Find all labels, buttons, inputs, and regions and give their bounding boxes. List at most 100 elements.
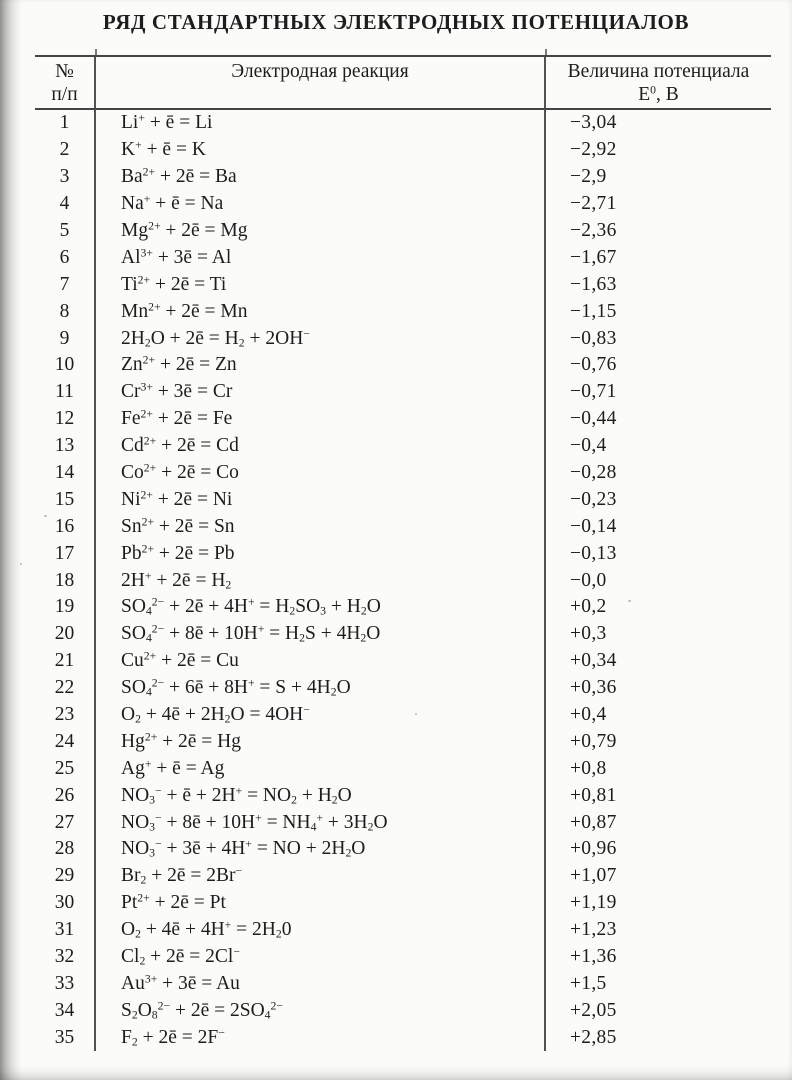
row-number: 24 xyxy=(54,730,75,752)
row-potential: +1,19 xyxy=(544,889,771,917)
row-potential: +1,07 xyxy=(544,862,771,890)
row-reaction: Zn2+ + 2ē = Zn xyxy=(94,352,545,379)
row-reaction: Sn2+ + 2ē = Sn xyxy=(94,513,545,541)
row-number: 29 xyxy=(54,865,75,887)
row-potential: −2,9 xyxy=(544,163,771,191)
row-reaction: Cl2 + 2ē = 2Cl− xyxy=(94,943,545,971)
row-number: 12 xyxy=(54,408,75,430)
row-potential: −0,13 xyxy=(544,540,771,568)
row-reaction: Ti2+ + 2ē = Ti xyxy=(94,271,545,299)
row-reaction: Mn2+ + 2ē = Mn xyxy=(94,298,545,326)
row-number: 7 xyxy=(59,273,70,295)
row-number: 17 xyxy=(54,542,75,564)
row-number: 11 xyxy=(55,381,74,403)
table-row: 3 Ba2+ + 2ē = Ba −2,9 xyxy=(35,163,771,191)
table-row: 16 Sn2+ + 2ē = Sn −0,14 xyxy=(35,513,771,541)
header-reaction: Электродная реакция xyxy=(94,55,545,110)
row-number: 27 xyxy=(54,811,75,833)
potentials-table: № п/п Электродная реакция Величина потен… xyxy=(35,49,771,1052)
row-number: 21 xyxy=(54,650,75,672)
row-potential: +2,05 xyxy=(544,997,771,1025)
table-row: 1 Li+ + ē = Li −3,04 xyxy=(35,109,771,137)
table-row: 12 Fe2+ + 2ē = Fe −0,44 xyxy=(35,405,771,433)
row-potential: −0,14 xyxy=(544,513,771,541)
row-potential: −3,04 xyxy=(544,109,771,137)
row-reaction: Fe2+ + 2ē = Fe xyxy=(94,405,545,433)
row-potential: −2,71 xyxy=(544,190,771,218)
row-potential: −0,28 xyxy=(544,459,771,487)
header-num-line1: № xyxy=(55,61,74,82)
row-number: 8 xyxy=(59,300,70,322)
table-row: 9 2H2O + 2ē = H2 + 2OH− −0,83 xyxy=(35,325,771,353)
row-potential: −1,15 xyxy=(544,298,771,326)
row-reaction: F2 + 2ē = 2F− xyxy=(94,1024,545,1052)
row-number: 34 xyxy=(54,999,75,1021)
row-potential: +0,87 xyxy=(544,809,771,837)
row-reaction: NO3− + 8ē + 10H+ = NH4+ + 3H2O xyxy=(94,809,545,837)
row-potential: +0,81 xyxy=(544,782,771,810)
table-row: 6 Al3+ + 3ē = Al −1,67 xyxy=(35,244,771,272)
row-reaction: Ba2+ + 2ē = Ba xyxy=(94,163,545,191)
row-potential: +0,2 xyxy=(544,594,771,621)
table-row: 4 Na+ + ē = Na −2,71 xyxy=(35,190,771,218)
row-potential: +0,3 xyxy=(544,620,771,648)
row-number: 4 xyxy=(59,193,70,215)
table-row: 23 O2 + 4ē + 2H2O = 4OH− +0,4 xyxy=(35,701,771,729)
row-number: 20 xyxy=(54,623,75,645)
row-number: 1 xyxy=(59,112,70,134)
row-potential: +0,34 xyxy=(544,647,771,675)
row-potential: +1,5 xyxy=(544,970,771,998)
row-reaction: Ag+ + ē = Ag xyxy=(94,755,545,783)
table-row: 26 NO3− + ē + 2H+ = NO2 + H2O +0,81 xyxy=(35,782,771,810)
row-reaction: Al3+ + 3ē = Al xyxy=(94,244,545,272)
row-potential: −0,76 xyxy=(544,352,771,379)
row-number: 35 xyxy=(54,1026,75,1048)
table-body: 1 Li+ + ē = Li −3,04 2 K+ + ē = K −2,92 … xyxy=(35,109,771,1052)
header-num: № п/п xyxy=(35,55,95,110)
table-row: 8 Mn2+ + 2ē = Mn −1,15 xyxy=(35,298,771,326)
table-row: 13 Cd2+ + 2ē = Cd −0,4 xyxy=(35,432,771,460)
table-row: 2 K+ + ē = K −2,92 xyxy=(35,136,771,164)
row-reaction: O2 + 4ē + 4H+ = 2H20 xyxy=(94,916,545,944)
row-reaction: 2H2O + 2ē = H2 + 2OH− xyxy=(94,325,545,353)
row-number: 5 xyxy=(59,220,70,241)
table-row: 28 NO3− + 3ē + 4H+ = NO + 2H2O +0,96 xyxy=(35,836,771,863)
column-separator-tick xyxy=(545,49,547,55)
row-number: 9 xyxy=(59,327,70,349)
row-potential: +1,36 xyxy=(544,943,771,971)
scan-speck xyxy=(20,563,22,565)
table-row: 18 2H+ + 2ē = H2 −0,0 xyxy=(35,567,771,595)
table-row: 30 Pt2+ + 2ē = Pt +1,19 xyxy=(35,889,771,917)
table-row: 22 SO42− + 6ē + 8H+ = S + 4H2O +0,36 xyxy=(35,674,771,702)
row-reaction: Cd2+ + 2ē = Cd xyxy=(94,432,545,460)
row-reaction: NO3− + ē + 2H+ = NO2 + H2O xyxy=(94,782,545,810)
row-number: 32 xyxy=(54,946,75,968)
table-row: 25 Ag+ + ē = Ag +0,8 xyxy=(35,755,771,783)
table-row: 17 Pb2+ + 2ē = Pb −0,13 xyxy=(35,540,771,568)
row-potential: +0,79 xyxy=(544,728,771,756)
table-row: 33 Au3+ + 3ē = Au +1,5 xyxy=(35,970,771,998)
row-reaction: Pt2+ + 2ē = Pt xyxy=(94,889,545,917)
header-potential: Величина потенциала Е0, В xyxy=(544,55,771,110)
row-potential: −0,0 xyxy=(544,567,771,595)
row-reaction: Li+ + ē = Li xyxy=(94,109,545,137)
column-separator-tick xyxy=(95,49,97,55)
row-reaction: Hg2+ + 2ē = Hg xyxy=(94,728,545,756)
row-reaction: Br2 + 2ē = 2Br− xyxy=(94,862,545,890)
row-reaction: 2H+ + 2ē = H2 xyxy=(94,567,545,595)
table-row: 27 NO3− + 8ē + 10H+ = NH4+ + 3H2O +0,87 xyxy=(35,809,771,837)
row-reaction: SO42− + 6ē + 8H+ = S + 4H2O xyxy=(94,674,545,702)
row-reaction: SO42− + 2ē + 4H+ = H2SO3 + H2O xyxy=(94,594,545,621)
table-row: 31 O2 + 4ē + 4H+ = 2H20 +1,23 xyxy=(35,916,771,944)
electrode-potentials-table: № п/п Электродная реакция Величина потен… xyxy=(35,55,771,1052)
table-row: 14 Co2+ + 2ē = Co −0,28 xyxy=(35,459,771,487)
row-reaction: Co2+ + 2ē = Co xyxy=(94,459,545,487)
row-potential: −0,44 xyxy=(544,405,771,433)
table-row: 21 Cu2+ + 2ē = Cu +0,34 xyxy=(35,647,771,675)
row-number: 13 xyxy=(54,435,75,457)
row-number: 2 xyxy=(59,139,70,161)
row-number: 19 xyxy=(54,596,75,618)
row-number: 30 xyxy=(54,892,75,914)
header-potential-line2: Е0, В xyxy=(638,83,679,105)
row-potential: +0,4 xyxy=(544,701,771,729)
